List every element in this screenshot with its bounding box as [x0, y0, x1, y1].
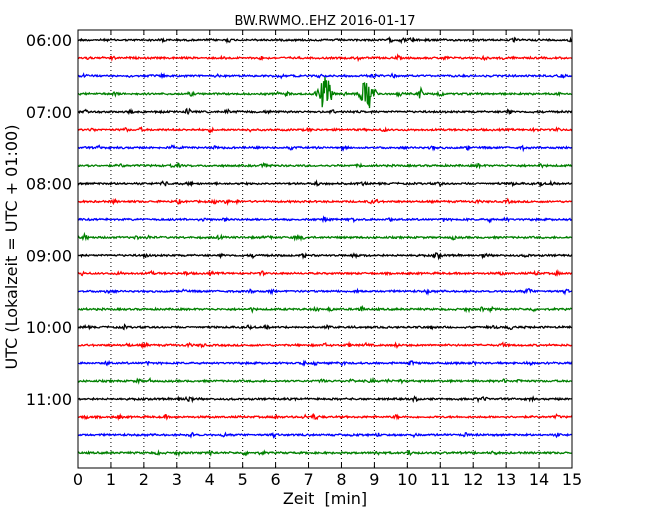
- trace-0700: [77, 107, 573, 116]
- x-tick-label: 6: [271, 470, 281, 489]
- x-tick-label: 9: [369, 470, 379, 489]
- trace-0600: [78, 36, 573, 45]
- x-tick-label: 10: [397, 470, 417, 489]
- grid-lines: [110, 30, 540, 468]
- chart-title: BW.RWMO..EHZ 2016-01-17: [234, 14, 415, 29]
- trace-0645: [77, 76, 573, 109]
- x-tick-label: 7: [303, 470, 313, 489]
- x-tick-label: 0: [73, 470, 83, 489]
- x-tick-label: 3: [172, 470, 182, 489]
- x-ticks: 0 1 2 3 4 5 6 7 8 9 10 11 12 13 14 15: [73, 30, 582, 489]
- trace-0830: [77, 215, 573, 224]
- x-tick-label: 5: [238, 470, 248, 489]
- trace-0815: [78, 197, 573, 206]
- x-tick-label: 12: [463, 470, 483, 489]
- x-tick-label: 11: [430, 470, 450, 489]
- x-tick-label: 14: [529, 470, 549, 489]
- trace-1130: [77, 431, 573, 440]
- trace-0800: [77, 179, 573, 188]
- y-tick-label: 07:00: [26, 103, 72, 122]
- trace-0615: [78, 53, 573, 63]
- y-tick-label: 06:00: [26, 31, 72, 50]
- y-axis-label: UTC (Lokalzeit = UTC + 01:00): [2, 125, 21, 370]
- trace-1045: [77, 376, 572, 385]
- y-tick-label: 10:00: [26, 318, 72, 337]
- trace-0915: [77, 269, 573, 277]
- plot-frame: [77, 29, 573, 469]
- trace-0930: [77, 287, 573, 296]
- x-tick-label: 8: [336, 470, 346, 489]
- trace-0730: [77, 144, 573, 153]
- x-tick-label: 15: [562, 470, 582, 489]
- trace-0845: [77, 231, 573, 242]
- x-axis-label: Zeit [min]: [283, 489, 367, 508]
- trace-1115: [77, 412, 573, 422]
- trace-1100: [77, 395, 573, 404]
- trace-1000: [77, 323, 573, 331]
- trace-1030: [77, 359, 573, 367]
- x-tick-label: 4: [205, 470, 215, 489]
- trace-lines: [77, 36, 573, 458]
- trace-1145: [77, 449, 573, 458]
- x-tick-label: 1: [106, 470, 116, 489]
- x-tick-label: 13: [496, 470, 516, 489]
- trace-0715: [77, 126, 573, 134]
- y-tick-label: 11:00: [26, 390, 72, 409]
- x-tick-label: 2: [139, 470, 149, 489]
- y-ticks: 06:00 07:00 08:00 09:00 10:00 11:00: [26, 31, 83, 409]
- y-tick-label: 09:00: [26, 246, 72, 265]
- trace-1015: [77, 340, 573, 350]
- trace-0630: [77, 72, 573, 80]
- trace-0945: [77, 304, 573, 314]
- y-tick-label: 08:00: [26, 175, 72, 194]
- trace-0900: [77, 252, 573, 261]
- trace-0745: [77, 161, 572, 170]
